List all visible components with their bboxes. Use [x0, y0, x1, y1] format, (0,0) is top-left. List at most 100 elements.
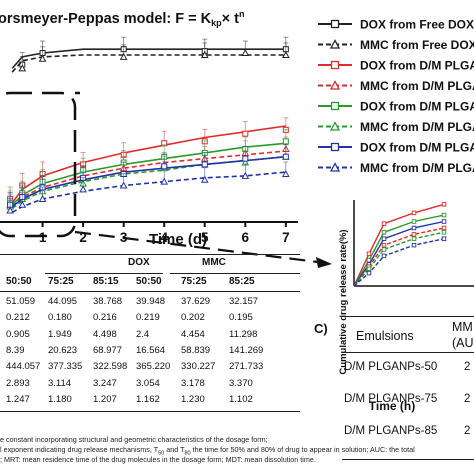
table-cell: 1.207	[93, 393, 117, 405]
tablec-col-mmc: MM	[452, 320, 473, 334]
data-point	[281, 169, 290, 177]
table-cell: 141.269	[229, 344, 264, 356]
tablec-row-label: D/M PLGANPs-50	[344, 361, 438, 373]
inset-data-point	[411, 219, 417, 224]
arrow-head	[316, 257, 332, 268]
table-cell: 4.454	[181, 328, 205, 340]
col-header: 50:50	[6, 276, 32, 287]
inset-data-point	[441, 202, 447, 207]
inset-data-point	[366, 266, 372, 272]
legend-label: DOX from D/M PLGANP	[360, 100, 474, 114]
table-cell: 11.298	[229, 328, 258, 340]
table-cell: 0.905	[6, 328, 30, 340]
group-header-dox: DOX	[128, 257, 150, 268]
legend-label: MMC from D/M PLGANP	[360, 161, 474, 175]
table-cell: 330.227	[181, 361, 216, 373]
inset-data-point	[411, 242, 417, 248]
inset-data-point	[381, 253, 387, 259]
legend-label: MMC from D/M PLGANP	[360, 79, 474, 93]
table-cell: 0.216	[93, 312, 117, 324]
data-point	[241, 48, 250, 57]
panel-label-c: C)	[314, 321, 328, 336]
legend: DOX from Free DOX-MM MMC from Free DOX-MM…	[318, 18, 474, 175]
chart-title: orsmeyer-Peppas model: F = Kkp× tn	[0, 9, 244, 28]
col-header: 75:25	[181, 276, 207, 287]
data-point	[281, 50, 290, 58]
inset-data-point	[381, 236, 387, 241]
table-cell: 322.598	[93, 361, 128, 373]
tablec-col-emulsions: Emulsions	[356, 329, 414, 343]
x-tick-label: 6	[242, 230, 250, 245]
data-point	[242, 155, 249, 162]
legend-marker	[330, 60, 340, 70]
table-cell: 365.220	[136, 361, 171, 373]
data-point	[241, 171, 250, 179]
group-rule-mmc	[170, 273, 300, 274]
legend-label: DOX from Free DOX-MM	[360, 18, 474, 32]
col-header: 85:25	[229, 276, 255, 287]
table-cell: 38.768	[93, 296, 123, 307]
footnote-3: ; MRT: mean residence time of the drug m…	[0, 455, 316, 464]
inset-data-point	[441, 229, 447, 235]
table-cell: 20.623	[48, 344, 78, 356]
main-series	[6, 36, 290, 214]
table-cell: 271.733	[229, 361, 264, 373]
footnote-1: e constant incorporating structural and …	[0, 435, 268, 444]
inset-data-point	[441, 219, 447, 224]
tablec-row-value: 2	[464, 393, 471, 405]
inset-x-label: Time (h)	[369, 399, 415, 413]
legend-marker	[330, 101, 340, 111]
table-cell: 51.059	[6, 296, 36, 307]
table-cell: 1.230	[181, 393, 205, 405]
inset-data-point	[381, 229, 387, 235]
inset-data-point	[441, 236, 447, 241]
table-cell: 2.4	[136, 328, 150, 340]
table-cell: 1.180	[48, 393, 72, 405]
inset-data-point	[366, 270, 372, 276]
legend-label: MMC from D/M PLGANP	[360, 120, 474, 134]
table-cell: 39.948	[136, 296, 166, 307]
x-axis-label: Time (d)	[149, 231, 207, 248]
table-top-rule	[0, 254, 300, 255]
legend-marker	[329, 39, 341, 49]
data-point	[18, 200, 27, 208]
tablec-row-value: 2	[464, 425, 471, 437]
legend-label: DOX from D/M PLGANP	[360, 59, 474, 73]
table-cell: 0.195	[229, 312, 253, 324]
x-tick-label: 7	[282, 230, 290, 245]
inset-data-point	[441, 225, 447, 231]
tablec-col-mmc-unit: (AU	[452, 336, 474, 350]
legend-label: MMC from Free DOX-MM	[360, 38, 474, 52]
legend-marker	[330, 19, 340, 29]
table-cell: 58.839	[181, 344, 211, 356]
table-cell: 4.498	[93, 328, 117, 340]
table-cell: 37.629	[181, 296, 211, 307]
header-rule	[0, 291, 300, 292]
table-cell: 0.180	[48, 312, 72, 324]
col-header: 50:50	[136, 276, 162, 287]
tablec-row-value: 2	[464, 361, 471, 373]
data-point	[282, 138, 289, 145]
table-cell: 2.893	[6, 377, 30, 389]
zoom-connector-arrow	[74, 230, 319, 264]
table-cell: 0.219	[136, 312, 160, 324]
data-point	[79, 185, 87, 193]
inset-data-point	[411, 225, 417, 231]
data-point	[201, 161, 208, 168]
tablec-row-label: D/M PLGANPs-85	[344, 425, 438, 437]
data-point	[6, 206, 14, 214]
legend-marker	[329, 162, 341, 172]
data-point	[119, 181, 128, 189]
inset-data-point	[411, 236, 417, 241]
inset-data-point	[366, 251, 372, 256]
x-tick-label: 1	[39, 230, 47, 245]
inset-data-point	[381, 247, 387, 252]
data-point	[18, 64, 27, 72]
zoom-region-box	[0, 91, 77, 238]
data-point	[38, 194, 47, 202]
inset-data-point	[381, 242, 387, 248]
legend-marker	[329, 80, 341, 90]
inset-series-line	[353, 214, 445, 287]
legend-marker	[330, 142, 340, 152]
